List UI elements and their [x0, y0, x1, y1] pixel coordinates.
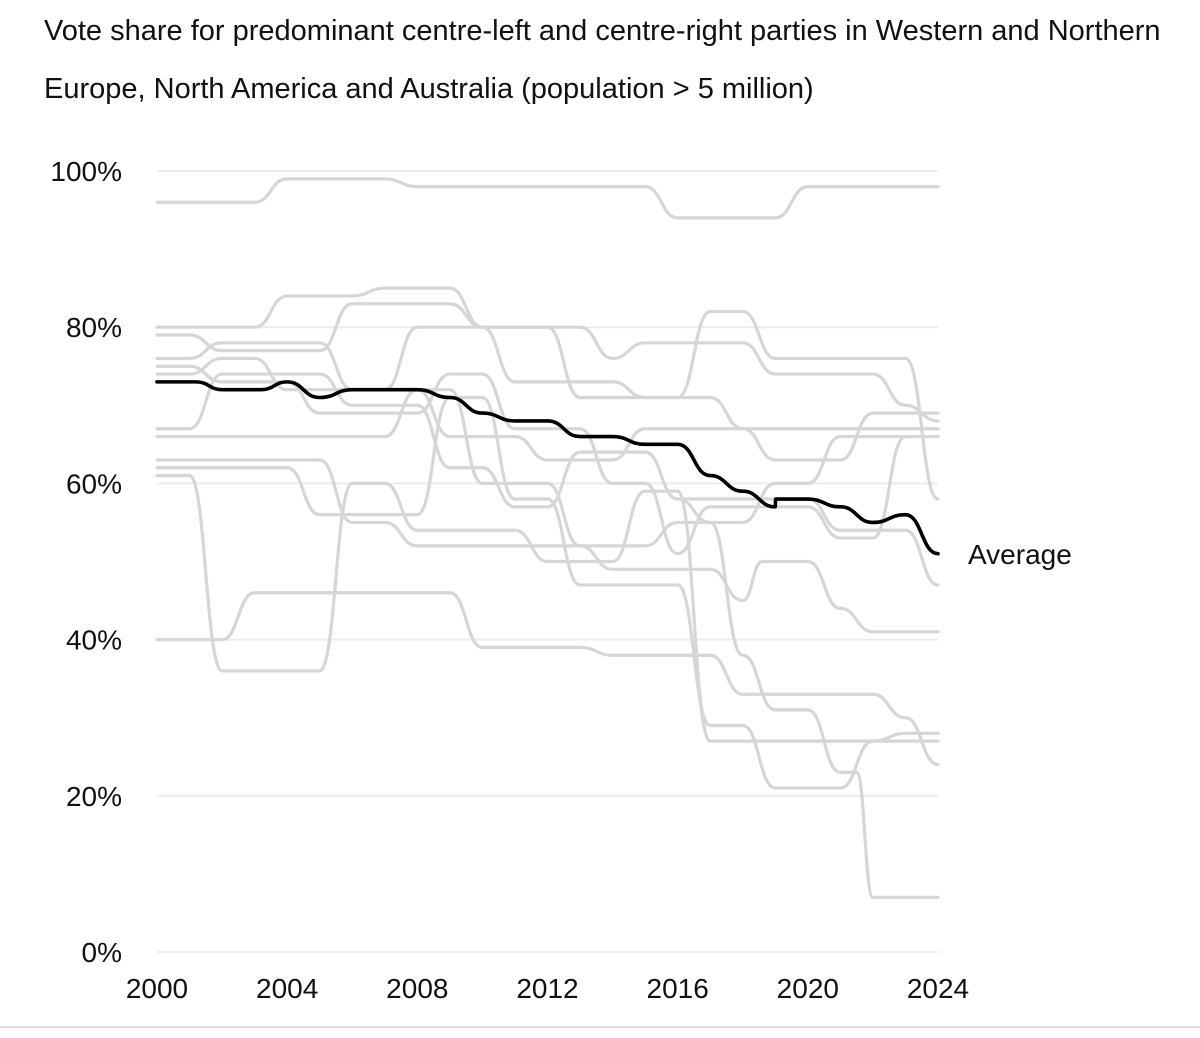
x-tick-label: 2012 [516, 973, 578, 1004]
chart-title: Vote share for predominant centre-left a… [44, 15, 1161, 105]
average-label: Average [968, 539, 1072, 570]
x-tick-label: 2008 [386, 973, 448, 1004]
series-line-11 [155, 473, 940, 743]
x-tick-label: 2020 [777, 973, 839, 1004]
x-tick-label: 2024 [907, 973, 969, 1004]
series-line-9 [155, 458, 940, 634]
y-tick-label: 100% [50, 156, 122, 187]
average-series: Average [155, 380, 1072, 570]
y-tick-label: 60% [66, 468, 122, 499]
series-line-12 [155, 591, 940, 767]
x-tick-label: 2016 [647, 973, 709, 1004]
series-line-1 [155, 177, 940, 220]
series-line-10 [155, 395, 940, 790]
y-tick-label: 20% [66, 781, 122, 812]
y-tick-label: 80% [66, 312, 122, 343]
series-line-4 [155, 325, 940, 431]
y-axis-tick-labels: 0% 20% 40% 60% 80% 100% [50, 156, 122, 968]
x-axis-tick-labels: 2000 2004 2008 2012 2016 2020 2024 [126, 973, 969, 1004]
footer-divider [0, 1026, 1200, 1028]
x-tick-label: 2004 [256, 973, 318, 1004]
series-line-3 [155, 302, 940, 501]
series-line-6 [155, 356, 940, 462]
series-line-13 [676, 497, 940, 899]
background-series [155, 177, 940, 899]
y-tick-label: 0% [82, 937, 122, 968]
average-line [155, 380, 940, 556]
series-line-7 [155, 372, 940, 587]
series-line-2 [155, 286, 940, 423]
y-tick-label: 40% [66, 625, 122, 656]
x-tick-label: 2000 [126, 973, 188, 1004]
